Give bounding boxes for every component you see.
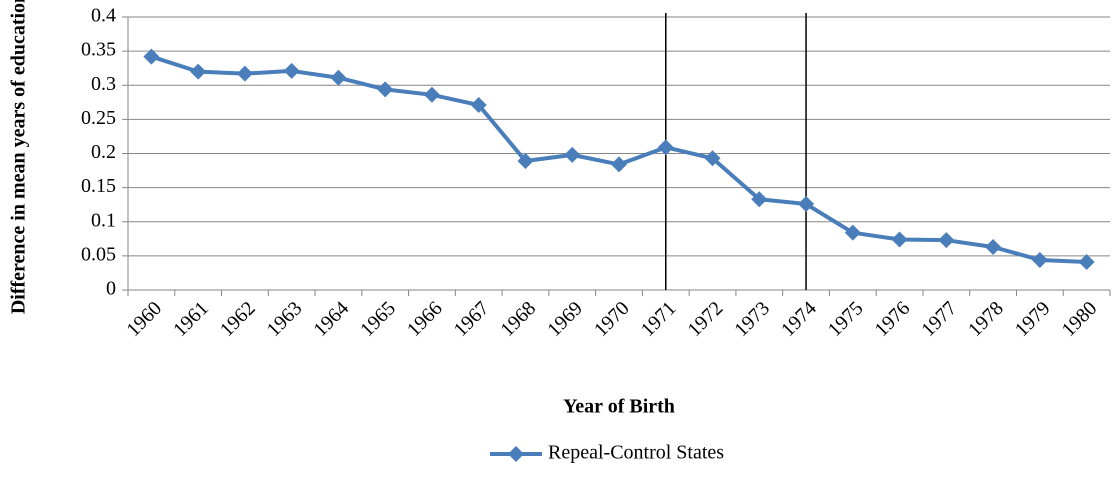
marker (751, 191, 768, 208)
y-tick-label: 0.25 (81, 107, 116, 129)
x-tick-label: 1963 (263, 297, 307, 341)
marker (143, 48, 160, 65)
x-tick-label: 1973 (730, 297, 774, 341)
x-tick-label: 1970 (590, 297, 634, 341)
x-tick-label: 1964 (309, 297, 353, 341)
y-tick-label: 0.15 (81, 175, 116, 197)
x-tick-label: 1965 (356, 297, 400, 341)
marker (938, 232, 955, 249)
y-tick-label: 0.3 (91, 73, 116, 95)
x-tick-label: 1969 (543, 297, 587, 341)
x-tick-label: 1972 (683, 297, 727, 341)
marker (283, 62, 300, 79)
y-tick-label: 0.4 (91, 5, 116, 27)
x-tick-label: 1960 (122, 297, 166, 341)
x-tick-label: 1971 (637, 297, 681, 341)
y-axis-title: Difference in mean years of education (8, 0, 30, 314)
marker (1031, 251, 1048, 268)
x-tick-label: 1978 (964, 297, 1008, 341)
marker (423, 86, 440, 103)
marker (508, 446, 524, 462)
y-tick-label: 0 (106, 278, 116, 300)
x-tick-label: 1975 (824, 297, 868, 341)
x-tick-label: 1976 (871, 297, 915, 341)
marker (798, 196, 815, 213)
x-tick-label: 1979 (1011, 297, 1055, 341)
x-tick-label: 1968 (496, 297, 540, 341)
marker (657, 139, 674, 156)
marker (236, 65, 253, 82)
x-tick-label: 1977 (917, 297, 961, 341)
marker (704, 150, 721, 167)
marker (985, 239, 1002, 256)
x-tick-label: 1967 (450, 297, 494, 341)
marker (517, 153, 534, 170)
marker (891, 231, 908, 248)
x-axis-title: Year of Birth (563, 396, 675, 418)
y-tick-label: 0.05 (81, 243, 116, 265)
marker (377, 81, 394, 98)
y-tick-label: 0.1 (91, 209, 116, 231)
marker (1078, 254, 1095, 271)
x-tick-label: 1974 (777, 297, 821, 341)
x-tick-label: 1962 (216, 297, 260, 341)
marker (470, 97, 487, 114)
marker (330, 69, 347, 86)
y-tick-label: 0.2 (91, 141, 116, 163)
y-tick-label: 0.35 (81, 39, 116, 61)
marker (564, 146, 581, 163)
x-tick-label: 1966 (403, 297, 447, 341)
marker (844, 224, 861, 241)
marker (190, 63, 207, 80)
marker (611, 156, 627, 173)
legend-label: Repeal-Control States (548, 442, 724, 464)
x-tick-label: 1961 (169, 297, 213, 341)
x-tick-label: 1980 (1058, 297, 1102, 341)
